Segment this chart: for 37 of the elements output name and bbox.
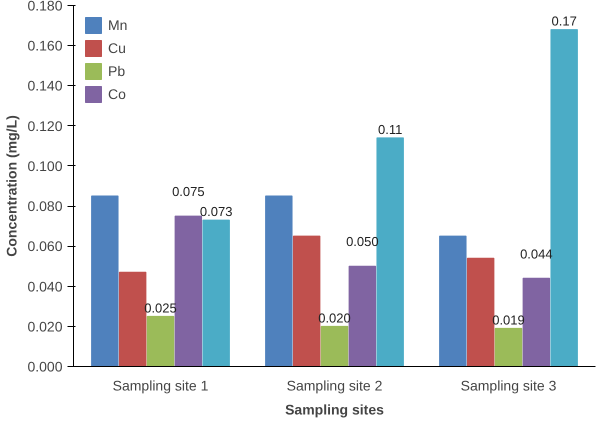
y-tick-label: 0.160 (27, 38, 63, 54)
y-tick-label: 0.120 (27, 118, 63, 134)
x-axis-title: Sampling sites (285, 402, 384, 418)
legend-label: Mn (108, 17, 128, 33)
y-axis-title: Concentration (mg/L) (3, 115, 20, 257)
data-label: 0.17 (552, 14, 577, 29)
bar (348, 266, 376, 366)
bar (292, 236, 320, 366)
x-tick-label: Sampling site 3 (460, 378, 557, 394)
legend-label: Pb (108, 63, 126, 79)
y-tick-label: 0.080 (27, 198, 63, 214)
y-tick-label: 0.100 (27, 158, 63, 174)
data-label: 0.11 (378, 122, 402, 137)
bar (146, 316, 174, 366)
y-tick-label: 0.000 (27, 358, 63, 374)
bar (439, 236, 467, 366)
y-tick-label: 0.140 (27, 78, 63, 94)
data-label: 0.075 (172, 184, 205, 200)
bar (265, 196, 293, 366)
bar (174, 216, 202, 366)
y-tick-label: 0.180 (27, 0, 63, 14)
legend-label: Cu (108, 40, 127, 56)
bar (202, 220, 230, 366)
x-tick-label: Sampling site 2 (286, 378, 383, 394)
bar (376, 137, 404, 366)
y-tick-label: 0.060 (27, 238, 63, 254)
x-tick-label: Sampling site 1 (112, 378, 209, 394)
bar (466, 258, 494, 366)
y-tick-label: 0.040 (27, 278, 63, 294)
bar (320, 326, 348, 366)
bar (91, 196, 119, 366)
y-tick-label: 0.020 (27, 318, 63, 334)
data-label: 0.073 (200, 204, 232, 220)
bar (118, 272, 146, 366)
bar (494, 328, 522, 366)
bar (522, 278, 550, 366)
legend-label: Co (108, 86, 127, 102)
